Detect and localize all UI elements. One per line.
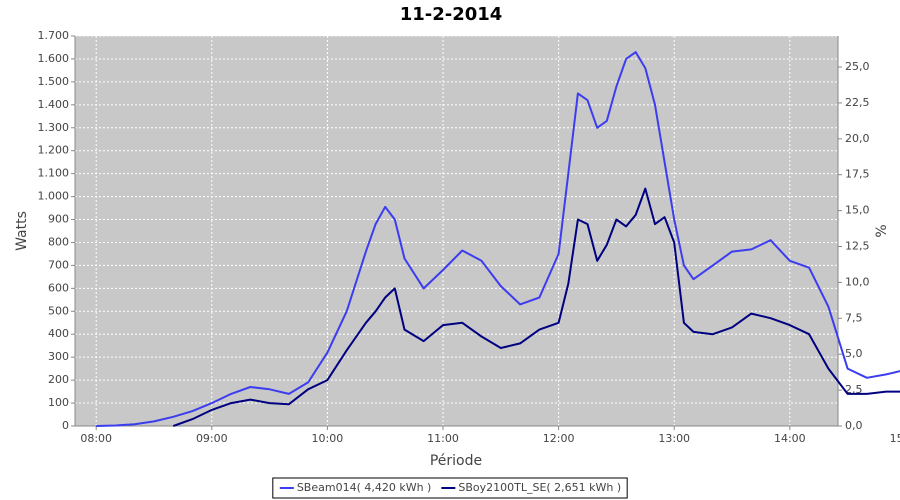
y-tick-label: 0 bbox=[62, 419, 69, 432]
y-tick-label: 1.100 bbox=[38, 167, 70, 180]
x-tick-label: 13:00 bbox=[658, 432, 690, 445]
plot-area bbox=[75, 36, 838, 426]
y-tick-label: 100 bbox=[48, 396, 69, 409]
y-tick-label: 1.600 bbox=[38, 52, 70, 65]
y-tick-label: 800 bbox=[48, 235, 69, 248]
x-tick-label: 12:00 bbox=[543, 432, 575, 445]
y-tick-label: 1.200 bbox=[38, 144, 70, 157]
y-tick-label: 500 bbox=[48, 304, 69, 317]
y-tick-label: 400 bbox=[48, 327, 69, 340]
y-tick-label: 700 bbox=[48, 258, 69, 271]
y-axis-label: Watts bbox=[14, 211, 30, 251]
series-line bbox=[172, 187, 900, 427]
y2-tick-label: 2,5 bbox=[845, 383, 863, 396]
y2-tick-label: 0,0 bbox=[845, 419, 863, 432]
x-tick-label: 11:00 bbox=[427, 432, 459, 445]
y2-tick-label: 22,5 bbox=[845, 96, 870, 109]
y-tick-label: 1.300 bbox=[38, 121, 70, 134]
y2-tick-label: 20,0 bbox=[845, 132, 870, 145]
chart-title: 11-2-2014 bbox=[400, 4, 503, 25]
y2-tick-label: 15,0 bbox=[845, 204, 870, 217]
x-tick-label: 10:00 bbox=[312, 432, 344, 445]
x-tick-label: 15:00 bbox=[890, 432, 900, 445]
y2-tick-label: 5,0 bbox=[845, 347, 863, 360]
y-tick-label: 1.700 bbox=[38, 29, 70, 42]
x-tick-label: 14:00 bbox=[774, 432, 806, 445]
legend-label: SBoy2100TL_SE( 2,651 kWh ) bbox=[458, 481, 621, 494]
series-line bbox=[96, 51, 900, 427]
y-tick-label: 300 bbox=[48, 350, 69, 363]
y2-tick-label: 7,5 bbox=[845, 311, 863, 324]
y2-tick-label: 25,0 bbox=[845, 60, 870, 73]
y2-axis-label: % bbox=[874, 224, 890, 237]
legend-label: SBeam014( 4,420 kWh ) bbox=[297, 481, 432, 494]
y2-tick-label: 17,5 bbox=[845, 168, 870, 181]
x-axis-label: Période bbox=[430, 453, 482, 469]
y-tick-label: 600 bbox=[48, 281, 69, 294]
y-tick-label: 1.000 bbox=[38, 190, 70, 203]
x-tick-label: 08:00 bbox=[80, 432, 112, 445]
y-tick-label: 1.500 bbox=[38, 75, 70, 88]
y-tick-label: 900 bbox=[48, 213, 69, 226]
y2-tick-label: 10,0 bbox=[845, 275, 870, 288]
x-tick-label: 09:00 bbox=[196, 432, 228, 445]
y2-tick-label: 12,5 bbox=[845, 240, 870, 253]
y-tick-label: 1.400 bbox=[38, 98, 70, 111]
y-tick-label: 200 bbox=[48, 373, 69, 386]
